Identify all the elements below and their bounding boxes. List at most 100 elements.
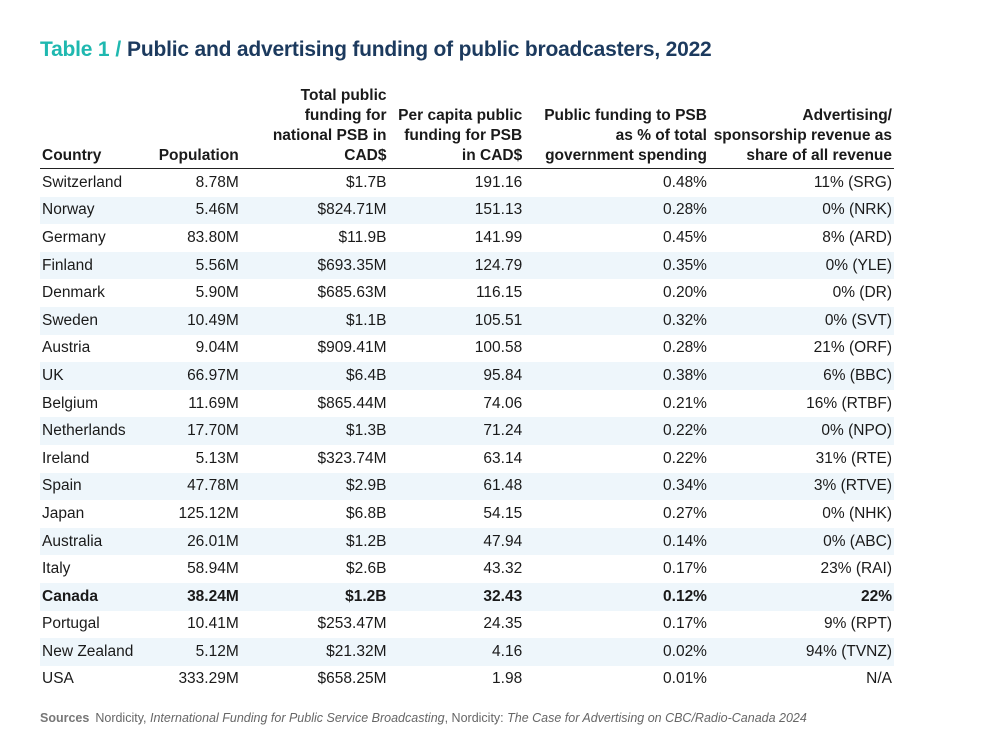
cell-advertising-share: 0% (YLE) <box>708 251 894 280</box>
cell-country: Switzerland <box>42 173 123 191</box>
table-row: Japan 125.12M $6.8B 54.15 0.27% 0% (NHK) <box>40 500 894 528</box>
cell-total-funding: $1.1B <box>240 306 389 335</box>
cell-pct-government: 0.22% <box>524 417 709 445</box>
cell-total-funding: $253.47M <box>317 615 387 633</box>
cell-advertising-share: 23% (RAI) <box>820 560 893 578</box>
cell-country: Portugal <box>42 615 100 633</box>
cell-population: 83.80M <box>187 228 239 246</box>
cell-pct-government: 0.01% <box>663 670 707 688</box>
cell-advertising-share: 6% (BBC) <box>708 362 894 390</box>
cell-population: 125.12M <box>178 504 239 522</box>
sources-label: Sources <box>40 711 90 725</box>
cell-population: 47.78M <box>154 472 241 501</box>
cell-country: Ireland <box>42 449 90 467</box>
header-pct-government: Public funding to PSB as % of total gove… <box>524 86 709 169</box>
cell-total-funding: $6.4B <box>240 362 389 390</box>
cell-country: Germany <box>42 228 106 246</box>
header-advertising-share: Advertising/ sponsorship revenue as shar… <box>708 86 894 169</box>
table-number: Table 1 <box>40 38 110 61</box>
table-row: Germany 83.80M $11.9B 141.99 0.45% 8% (ARD) <box>40 224 894 252</box>
cell-per-capita: 24.35 <box>483 615 523 633</box>
cell-country: Canada <box>40 582 155 611</box>
cell-country: Austria <box>42 339 91 357</box>
cell-country: New Zealand <box>40 638 155 666</box>
title-separator: / <box>115 38 122 61</box>
cell-per-capita: 141.99 <box>474 228 523 246</box>
cell-country: Netherlands <box>40 417 155 445</box>
table-row: Spain 47.78M $2.9B 61.48 0.34% 3% (RTVE) <box>40 472 894 501</box>
cell-country: Spain <box>40 472 155 501</box>
cell-population: 8.78M <box>195 173 239 191</box>
cell-advertising-share: 0% (DR) <box>832 284 892 302</box>
cell-pct-government: 0.02% <box>524 638 709 666</box>
cell-total-funding: $1.2B <box>240 582 389 611</box>
header-country: Country <box>40 86 155 169</box>
sources-part2: , Nordicity: <box>444 711 508 725</box>
cell-country: Finland <box>40 251 155 280</box>
table-row: Sweden 10.49M $1.1B 105.51 0.32% 0% (SVT) <box>40 306 894 335</box>
cell-total-funding: $693.35M <box>240 251 389 280</box>
cell-per-capita: 151.13 <box>388 196 525 225</box>
cell-population: 38.24M <box>154 582 241 611</box>
cell-advertising-share: 0% (NRK) <box>708 196 894 225</box>
table-row: UK 66.97M $6.4B 95.84 0.38% 6% (BBC) <box>40 362 894 390</box>
cell-per-capita: 47.94 <box>388 527 525 556</box>
cell-population: 17.70M <box>154 417 241 445</box>
cell-pct-government: 0.28% <box>663 339 707 357</box>
table-row: New Zealand 5.12M $21.32M 4.16 0.02% 94% (TVN… <box>40 638 894 666</box>
cell-population: 333.29M <box>178 670 239 688</box>
table-row: Switzerland 8.78M $1.7B 191.16 0.48% 11% (SRG… <box>40 169 894 197</box>
cell-pct-government: 0.20% <box>663 284 707 302</box>
cell-advertising-share: 0% (SVT) <box>708 306 894 335</box>
table-row: Austria 9.04M $909.41M 100.58 0.28% 21% (ORF) <box>40 335 894 363</box>
cell-total-funding: $865.44M <box>317 394 387 412</box>
cell-total-funding: $21.32M <box>240 638 389 666</box>
cell-population: 66.97M <box>154 362 241 390</box>
cell-country: Norway <box>40 196 155 225</box>
cell-population: 9.04M <box>195 339 239 357</box>
cell-per-capita: 74.06 <box>483 394 523 412</box>
cell-pct-government: 0.28% <box>524 196 709 225</box>
cell-population: 5.90M <box>195 284 239 302</box>
cell-population: 10.41M <box>187 615 239 633</box>
cell-per-capita: 1.98 <box>492 670 523 688</box>
cell-per-capita: 4.16 <box>388 638 525 666</box>
cell-country: Sweden <box>40 306 155 335</box>
cell-pct-government: 0.38% <box>524 362 709 390</box>
cell-per-capita: 32.43 <box>388 582 525 611</box>
cell-country: Japan <box>42 504 85 522</box>
cell-total-funding: $1.2B <box>240 527 389 556</box>
cell-total-funding: $1.3B <box>240 417 389 445</box>
table-row: Finland 5.56M $693.35M 124.79 0.35% 0% (YLE) <box>40 251 894 280</box>
header-total-funding: Total public funding for national PSB in… <box>240 86 389 169</box>
table-row: Netherlands 17.70M $1.3B 71.24 0.22% 0% (NPO) <box>40 417 894 445</box>
cell-total-funding: $1.7B <box>345 173 387 191</box>
cell-population: 5.46M <box>154 196 241 225</box>
cell-population: 26.01M <box>154 527 241 556</box>
cell-advertising-share: N/A <box>866 670 892 688</box>
cell-advertising-share: 94% (TVNZ) <box>708 638 894 666</box>
cell-per-capita: 105.51 <box>388 306 525 335</box>
cell-pct-government: 0.22% <box>663 449 707 467</box>
cell-advertising-share: 9% (RPT) <box>823 615 892 633</box>
cell-advertising-share: 21% (ORF) <box>813 339 892 357</box>
cell-pct-government: 0.12% <box>524 582 709 611</box>
table-row: Portugal 10.41M $253.47M 24.35 0.17% 9% (RPT) <box>40 611 894 639</box>
cell-advertising-share: 3% (RTVE) <box>708 472 894 501</box>
cell-advertising-share: 8% (ARD) <box>822 228 892 246</box>
cell-pct-government: 0.32% <box>524 306 709 335</box>
cell-pct-government: 0.27% <box>663 504 707 522</box>
cell-country: Australia <box>40 527 155 556</box>
cell-total-funding: $2.6B <box>345 560 387 578</box>
cell-population: 58.94M <box>187 560 239 578</box>
table-row: Canada 38.24M $1.2B 32.43 0.12% 22% <box>40 582 894 611</box>
sources-title1: International Funding for Public Service… <box>149 711 445 725</box>
table-row: Norway 5.46M $824.71M 151.13 0.28% 0% (NRK) <box>40 196 894 225</box>
cell-total-funding: $685.63M <box>317 284 387 302</box>
cell-country: Italy <box>42 560 71 578</box>
title-text: Public and advertising funding of public… <box>127 38 712 61</box>
cell-country: UK <box>40 362 155 390</box>
cell-advertising-share: 16% (RTBF) <box>806 394 892 412</box>
table-row: USA 333.29M $658.25M 1.98 0.01% N/A <box>40 666 894 694</box>
table-title: Table 1/Public and advertising funding o… <box>40 38 712 62</box>
